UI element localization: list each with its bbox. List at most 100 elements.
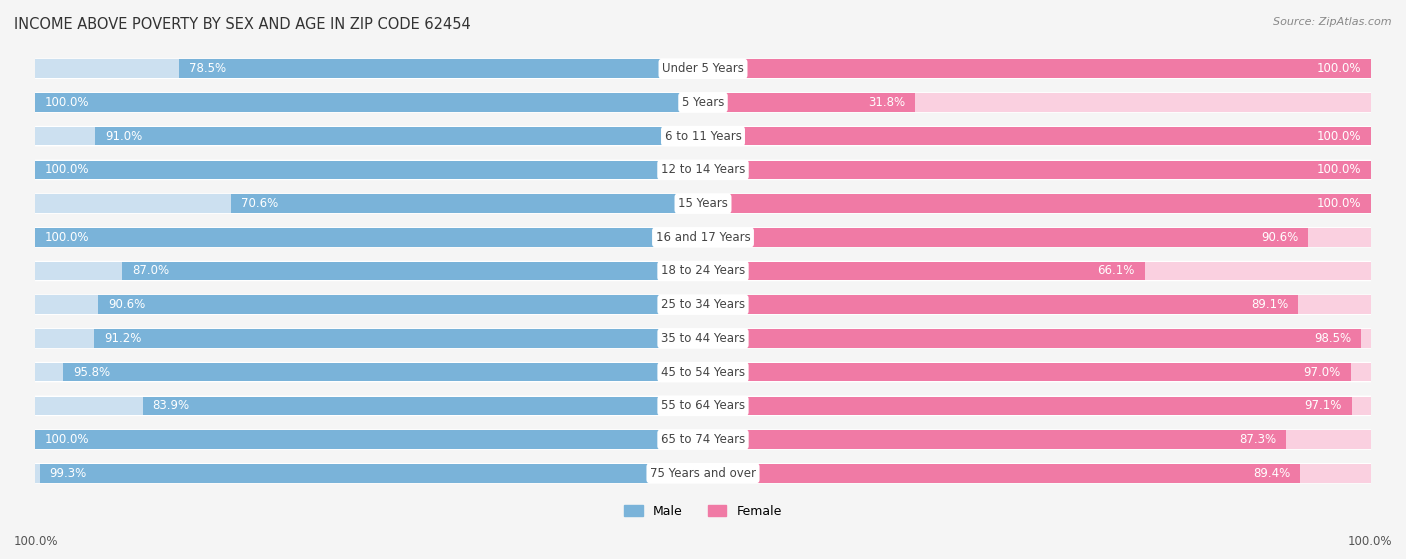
FancyBboxPatch shape <box>35 429 1371 450</box>
Bar <box>703 430 1286 449</box>
Bar <box>703 430 1371 449</box>
Text: 5 Years: 5 Years <box>682 96 724 109</box>
FancyBboxPatch shape <box>35 463 1371 484</box>
Text: 15 Years: 15 Years <box>678 197 728 210</box>
Bar <box>703 396 1371 415</box>
Bar <box>122 262 703 280</box>
Text: 100.0%: 100.0% <box>14 535 59 548</box>
Bar <box>703 262 1144 280</box>
Bar <box>35 430 703 449</box>
Bar <box>703 464 1301 482</box>
FancyBboxPatch shape <box>35 362 1371 382</box>
Bar <box>703 93 915 112</box>
FancyBboxPatch shape <box>35 160 1371 180</box>
FancyBboxPatch shape <box>35 59 1371 79</box>
Bar <box>703 127 1371 145</box>
Bar <box>703 160 1371 179</box>
Bar <box>35 160 703 179</box>
Text: 95.8%: 95.8% <box>73 366 110 378</box>
Bar <box>35 93 703 112</box>
Bar <box>35 363 703 381</box>
Bar <box>63 363 703 381</box>
Text: 100.0%: 100.0% <box>45 163 90 177</box>
Bar <box>179 59 703 78</box>
FancyBboxPatch shape <box>35 396 1371 416</box>
Text: 66.1%: 66.1% <box>1097 264 1135 277</box>
Bar <box>703 195 1371 213</box>
Bar <box>703 195 1371 213</box>
Bar <box>98 296 703 314</box>
Text: 25 to 34 Years: 25 to 34 Years <box>661 298 745 311</box>
Bar <box>703 363 1371 381</box>
Text: 99.3%: 99.3% <box>49 467 87 480</box>
Text: 98.5%: 98.5% <box>1313 332 1351 345</box>
Bar <box>35 160 703 179</box>
FancyBboxPatch shape <box>35 260 1371 281</box>
Bar <box>703 464 1371 482</box>
Text: 90.6%: 90.6% <box>1261 231 1298 244</box>
Text: 89.1%: 89.1% <box>1251 298 1288 311</box>
Text: 75 Years and over: 75 Years and over <box>650 467 756 480</box>
FancyBboxPatch shape <box>35 295 1371 315</box>
Bar <box>94 329 703 348</box>
Bar <box>35 464 703 482</box>
Text: 87.3%: 87.3% <box>1239 433 1277 446</box>
Text: 97.0%: 97.0% <box>1303 366 1341 378</box>
Text: 89.4%: 89.4% <box>1253 467 1291 480</box>
Text: 100.0%: 100.0% <box>1316 197 1361 210</box>
Bar <box>703 296 1371 314</box>
Text: 91.2%: 91.2% <box>104 332 141 345</box>
FancyBboxPatch shape <box>35 328 1371 349</box>
Text: 90.6%: 90.6% <box>108 298 145 311</box>
Bar <box>703 93 1371 112</box>
Text: 12 to 14 Years: 12 to 14 Years <box>661 163 745 177</box>
Bar <box>703 127 1371 145</box>
Bar <box>35 296 703 314</box>
FancyBboxPatch shape <box>35 92 1371 113</box>
Text: 6 to 11 Years: 6 to 11 Years <box>665 130 741 143</box>
Text: 35 to 44 Years: 35 to 44 Years <box>661 332 745 345</box>
Text: Source: ZipAtlas.com: Source: ZipAtlas.com <box>1274 17 1392 27</box>
Bar <box>142 396 703 415</box>
Text: 100.0%: 100.0% <box>1316 62 1361 75</box>
Bar <box>703 262 1371 280</box>
Text: 16 and 17 Years: 16 and 17 Years <box>655 231 751 244</box>
Bar <box>703 160 1371 179</box>
FancyBboxPatch shape <box>35 193 1371 214</box>
Bar <box>35 228 703 247</box>
Bar <box>703 296 1298 314</box>
Text: 100.0%: 100.0% <box>1316 130 1361 143</box>
Text: 100.0%: 100.0% <box>45 96 90 109</box>
Bar <box>35 262 703 280</box>
Text: 55 to 64 Years: 55 to 64 Years <box>661 399 745 413</box>
Bar <box>703 228 1371 247</box>
Text: 91.0%: 91.0% <box>105 130 142 143</box>
Bar <box>35 329 703 348</box>
Bar <box>35 396 703 415</box>
Text: 100.0%: 100.0% <box>45 433 90 446</box>
Bar <box>703 329 1371 348</box>
Bar <box>96 127 703 145</box>
Text: 18 to 24 Years: 18 to 24 Years <box>661 264 745 277</box>
Bar <box>703 59 1371 78</box>
Text: 78.5%: 78.5% <box>188 62 226 75</box>
Bar <box>232 195 703 213</box>
Text: 100.0%: 100.0% <box>1347 535 1392 548</box>
Text: 97.1%: 97.1% <box>1305 399 1341 413</box>
Text: 100.0%: 100.0% <box>45 231 90 244</box>
Text: Under 5 Years: Under 5 Years <box>662 62 744 75</box>
Text: 70.6%: 70.6% <box>242 197 278 210</box>
Text: 100.0%: 100.0% <box>1316 163 1361 177</box>
Bar <box>35 195 703 213</box>
Text: INCOME ABOVE POVERTY BY SEX AND AGE IN ZIP CODE 62454: INCOME ABOVE POVERTY BY SEX AND AGE IN Z… <box>14 17 471 32</box>
Bar <box>703 59 1371 78</box>
FancyBboxPatch shape <box>35 126 1371 146</box>
Text: 45 to 54 Years: 45 to 54 Years <box>661 366 745 378</box>
Bar <box>703 363 1351 381</box>
Bar <box>703 228 1308 247</box>
Text: 83.9%: 83.9% <box>153 399 190 413</box>
Bar <box>35 127 703 145</box>
Bar <box>35 228 703 247</box>
Text: 87.0%: 87.0% <box>132 264 169 277</box>
Bar <box>35 59 703 78</box>
